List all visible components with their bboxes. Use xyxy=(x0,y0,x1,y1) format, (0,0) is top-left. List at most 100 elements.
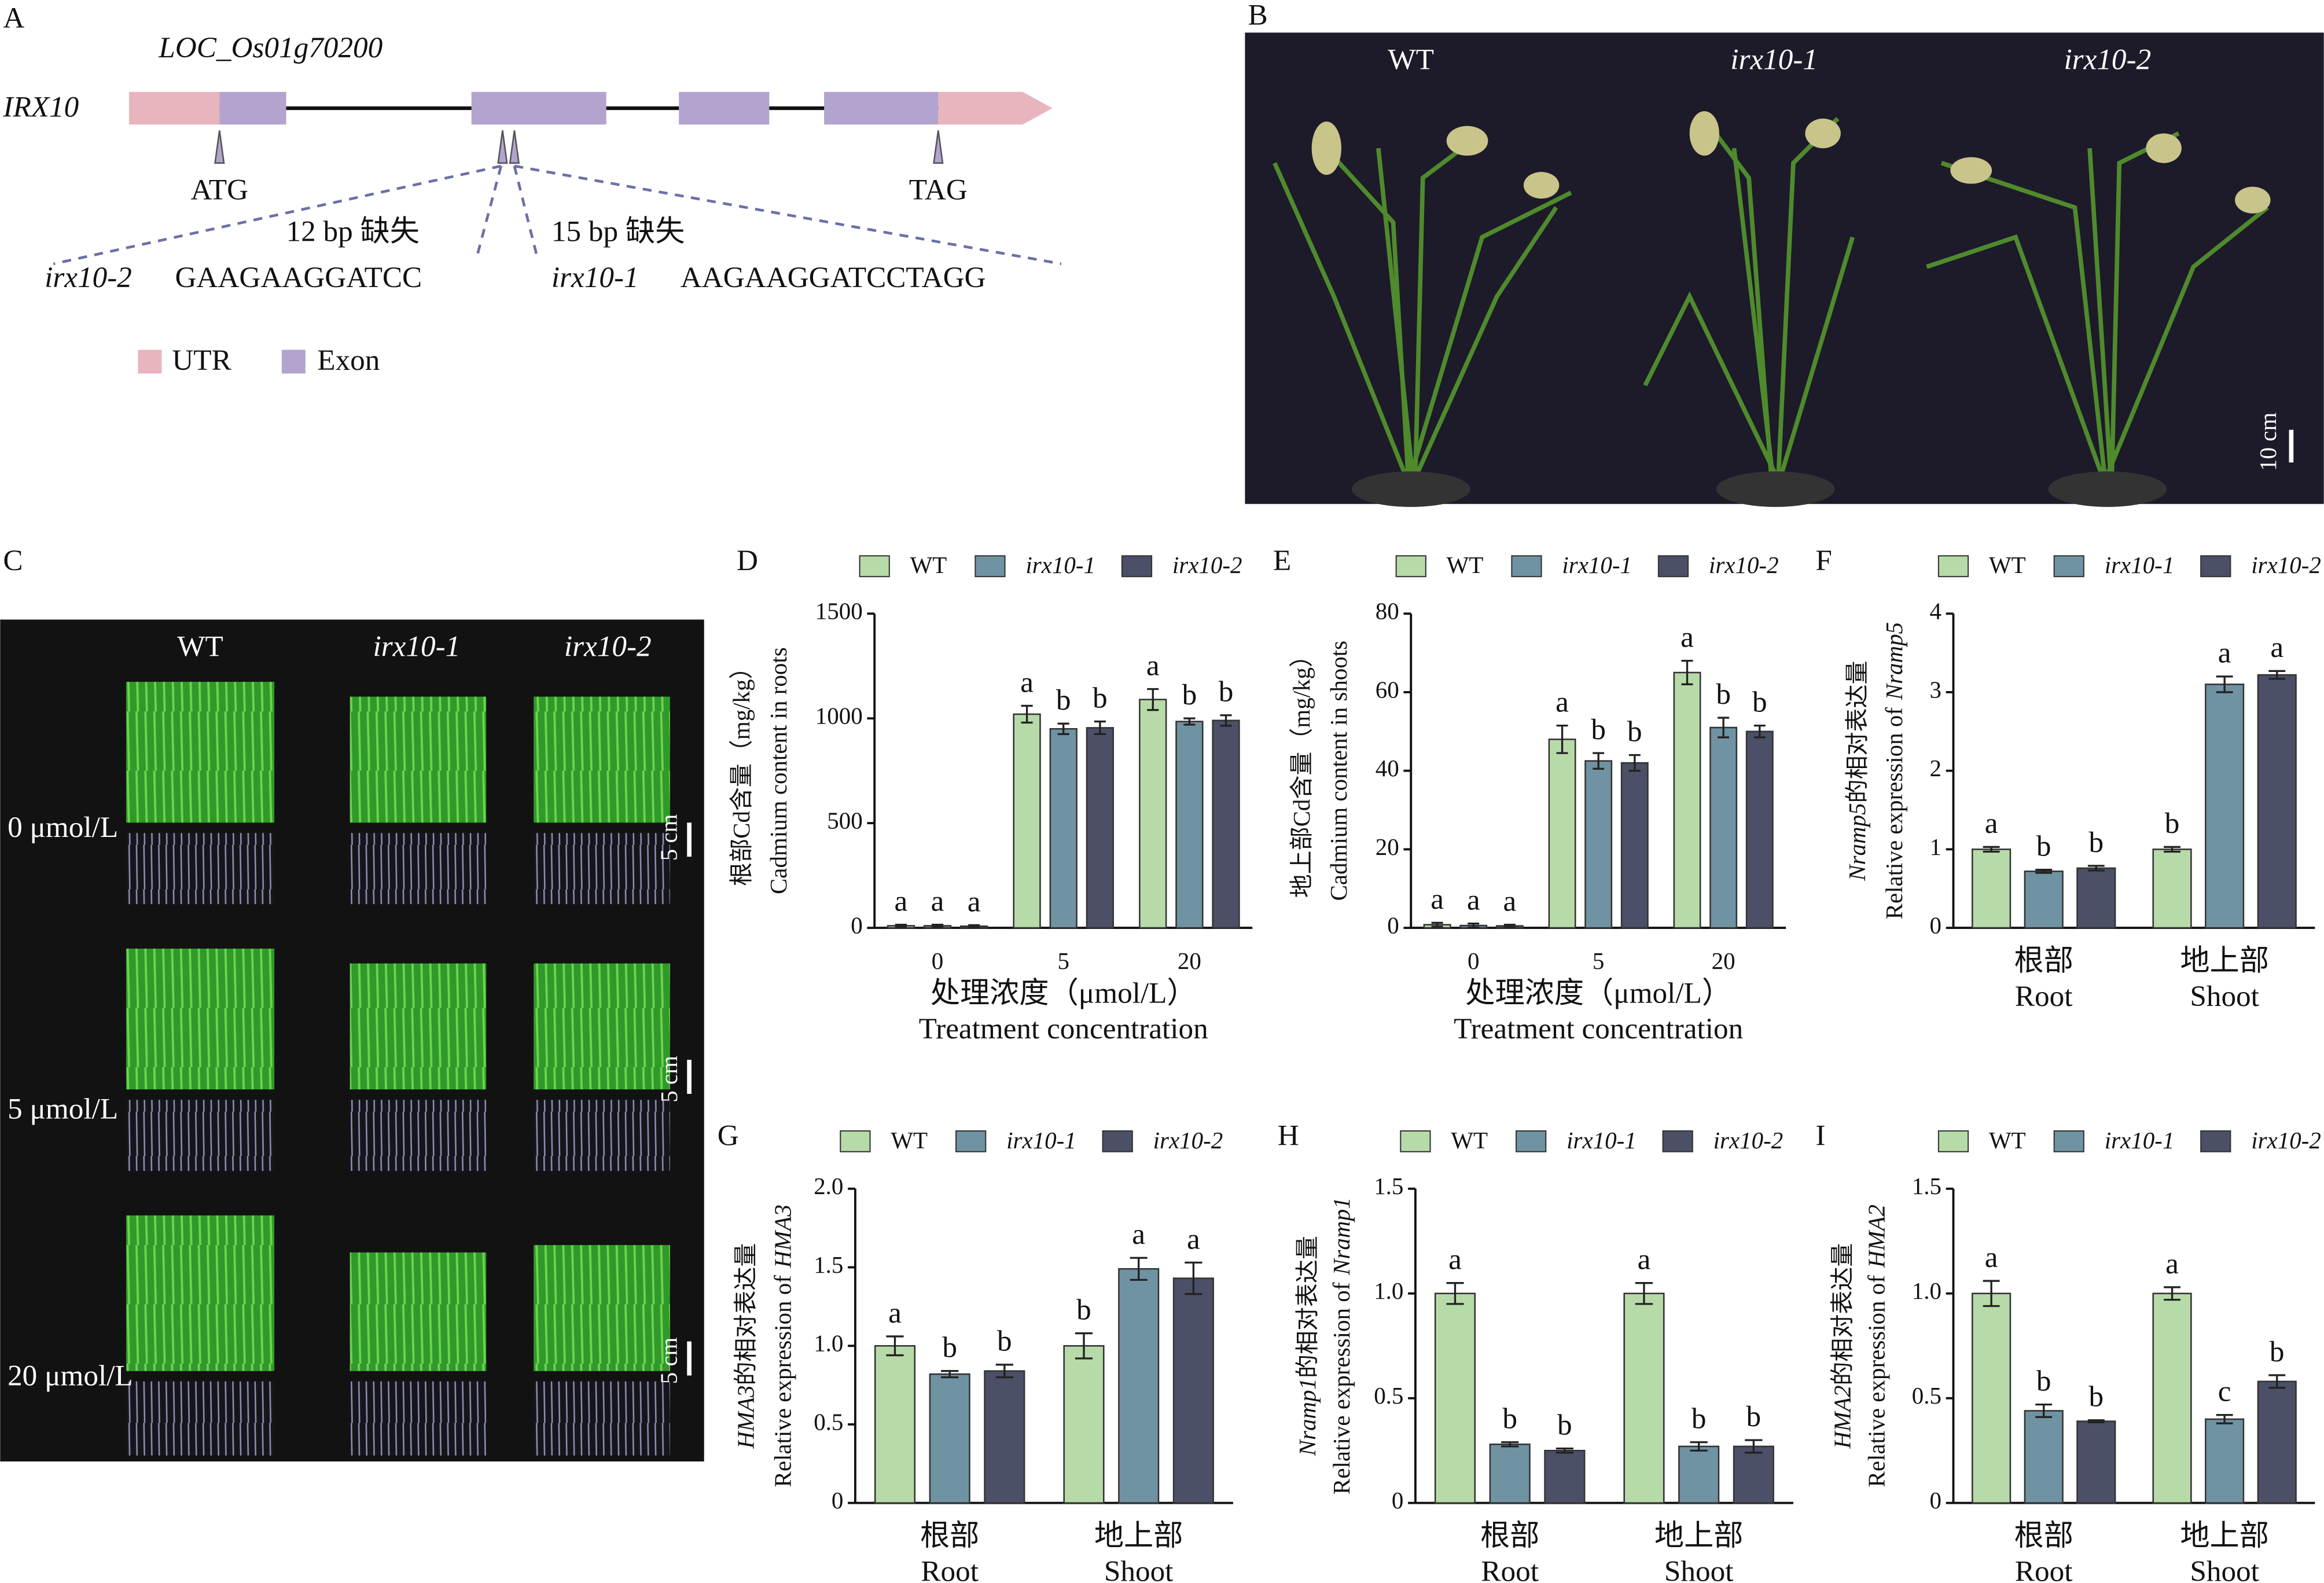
gene-diagram: A LOC_Os01g70200 IRX10 ATG TAG 12 bp 缺失 … xyxy=(2,2,1062,377)
legend-label: irx10-1 xyxy=(1567,1127,1637,1154)
legend-swatch xyxy=(975,555,1006,578)
scale-label: 5 cm xyxy=(656,1056,682,1103)
label-text: 的相对表达量 xyxy=(733,1243,759,1386)
chart: G WT irx10-1 irx10-200.51.01.52.0HMA3的相对表达量… xyxy=(718,1119,1233,1583)
x-tick-label: 5 xyxy=(1057,947,1069,974)
x-tick-label: 根部 xyxy=(2014,944,2073,977)
significance-letter: b xyxy=(1219,675,1234,708)
y-axis-label: HMA3的相对表达量 xyxy=(733,1243,759,1449)
x-tick-label: Shoot xyxy=(2190,980,2259,1013)
y-tick-label: 2 xyxy=(1930,755,1941,781)
legend-label: irx10-2 xyxy=(1153,1127,1223,1154)
legend-label: irx10-1 xyxy=(1562,552,1632,578)
bar xyxy=(984,1370,1025,1504)
y-tick-label: 20 xyxy=(1376,833,1399,860)
y-axis-label: Relative expression of HMA3 xyxy=(770,1204,796,1487)
y-tick-label: 1 xyxy=(1930,833,1941,860)
x-tick-label: 根部 xyxy=(2014,1519,2073,1552)
allele: irx10-1 xyxy=(551,261,639,294)
y-tick-label: 4 xyxy=(1930,598,1941,625)
panel-label: B xyxy=(1248,0,1268,31)
bar xyxy=(874,1345,916,1504)
bar xyxy=(1175,721,1204,929)
legend-label: irx10-2 xyxy=(2251,1127,2321,1154)
pot xyxy=(2048,471,2167,507)
legend-swatch xyxy=(1937,555,1969,578)
legend-swatch xyxy=(1516,1130,1547,1152)
bar xyxy=(1620,762,1649,929)
bar xyxy=(1673,671,1701,929)
significance-letter: b xyxy=(1182,678,1197,711)
label-text: Relative expression of xyxy=(1863,1275,1890,1487)
gene-name: HMA3 xyxy=(770,1204,796,1268)
legend-swatch xyxy=(1662,1130,1693,1152)
legend-label: WT xyxy=(891,1127,928,1154)
significance-letter: a xyxy=(968,885,981,918)
x-tick-label: Shoot xyxy=(1104,1555,1174,1583)
bar xyxy=(1212,719,1240,929)
exon-box xyxy=(824,91,939,125)
bar xyxy=(2152,849,2192,929)
y-tick-label: 0 xyxy=(1930,1487,1941,1514)
x-tick-label: 0 xyxy=(932,947,943,974)
legend-swatch xyxy=(138,350,162,374)
y-axis-label: Cadmium content in roots xyxy=(765,647,792,894)
x-tick-label: 地上部 xyxy=(1654,1519,1744,1552)
y-tick-label: 1000 xyxy=(815,703,863,729)
x-axis-label: Treatment concentration xyxy=(919,1012,1208,1045)
legend-swatch xyxy=(2200,1130,2231,1152)
legend-swatch xyxy=(1511,555,1542,578)
label-text: 的相对表达量 xyxy=(1294,1236,1321,1378)
significance-letter: a xyxy=(1431,883,1444,916)
panel-label: A xyxy=(3,2,24,35)
significance-letter: b xyxy=(2089,826,2104,859)
x-tick-label: Shoot xyxy=(1664,1555,1734,1583)
significance-letter: a xyxy=(2218,637,2231,670)
x-tick-label: Shoot xyxy=(2190,1555,2259,1583)
x-tick-label: 根部 xyxy=(1480,1519,1539,1552)
significance-letter: b xyxy=(2036,830,2051,863)
gene-name: IRX10 xyxy=(2,90,79,123)
y-tick-label: 0.5 xyxy=(1912,1382,1941,1409)
sequence: GAAGAAGGATCC xyxy=(175,261,422,294)
significance-letter: b xyxy=(1076,1293,1091,1326)
label-text: 的相对表达量 xyxy=(1829,1243,1856,1386)
significance-letter: a xyxy=(1132,1218,1145,1251)
significance-letter: a xyxy=(888,1296,902,1329)
scale-label: 5 cm xyxy=(656,814,682,861)
legend-swatch xyxy=(1400,1130,1431,1152)
bar xyxy=(1544,1449,1586,1504)
utr-box xyxy=(129,91,220,125)
y-tick-label: 0 xyxy=(832,1487,843,1514)
significance-letter: b xyxy=(1746,1400,1762,1433)
zoom-lines xyxy=(53,164,1062,266)
y-axis-label: 地上部Cd含量（mg/kg） xyxy=(1288,644,1315,898)
chart: E WT irx10-1 irx10-2 0 20 40 60 80 地上部Cd含量（mg/kg）… xyxy=(1273,544,1786,1045)
x-tick-label: 地上部 xyxy=(1094,1519,1183,1552)
legend-swatch xyxy=(1121,555,1153,578)
legend-label: irx10-1 xyxy=(1025,552,1095,578)
legend-label: WT xyxy=(1989,1127,2026,1154)
y-tick-label: 40 xyxy=(1376,755,1399,781)
y-axis-label: HMA2的相对表达量 xyxy=(1829,1243,1856,1449)
genotype-label: WT xyxy=(177,630,223,663)
y-axis-label: Relative expression of Nramp5 xyxy=(1881,622,1908,919)
gene-name: HMA2 xyxy=(1829,1386,1856,1449)
legend-swatch xyxy=(840,1130,871,1152)
x-tick-label: 0 xyxy=(1468,947,1479,974)
y-tick-label: 80 xyxy=(1376,598,1399,625)
legend-label: irx10-1 xyxy=(1006,1127,1076,1154)
stop-codon: TAG xyxy=(909,174,968,207)
treatment-label: 5 μmol/L xyxy=(8,1092,118,1125)
panel-label: G xyxy=(718,1119,739,1152)
significance-letter: b xyxy=(1056,684,1071,717)
x-tick-label: 20 xyxy=(1712,947,1735,974)
y-tick-label: 60 xyxy=(1376,676,1399,703)
allele: irx10-2 xyxy=(45,261,132,294)
legend-swatch xyxy=(1937,1130,1969,1152)
legend-label: UTR xyxy=(172,344,231,377)
significance-letter: a xyxy=(895,885,908,918)
